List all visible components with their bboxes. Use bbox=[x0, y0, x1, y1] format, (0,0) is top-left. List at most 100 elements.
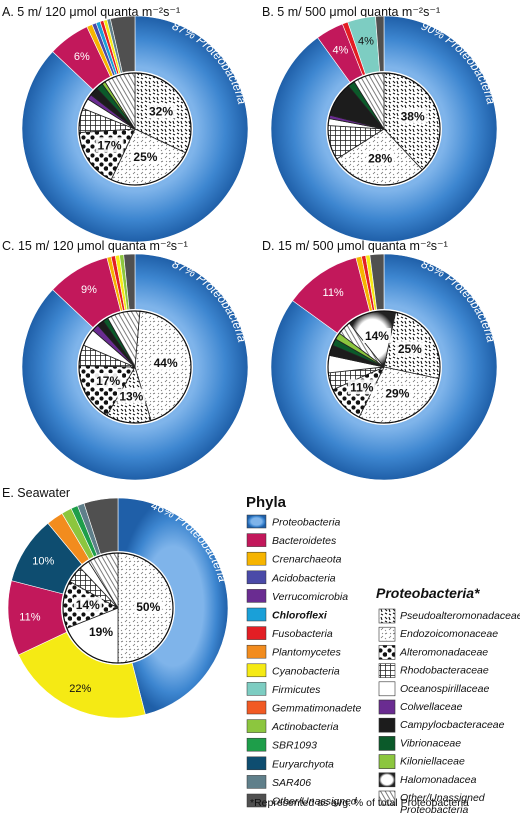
legend-family-pseudoalteromonadaceae: Pseudoalteromonadaceae bbox=[378, 608, 520, 624]
legend-phylum-sar406: SAR406 bbox=[246, 775, 311, 789]
outer-label: 22% bbox=[69, 683, 91, 695]
legend-swatch bbox=[246, 663, 267, 678]
inner-label: 25% bbox=[398, 342, 422, 356]
legend-swatch bbox=[246, 589, 267, 603]
pie-chart-a: A. 5 m/ 120 μmol quanta m⁻²s⁻¹ 32% 25% 17% 6… bbox=[2, 5, 249, 243]
inner-label: 38% bbox=[401, 110, 425, 124]
phyla-title: Phyla bbox=[246, 494, 287, 511]
legend-swatch bbox=[246, 682, 267, 696]
inner-label-bg bbox=[134, 599, 163, 614]
inner-label: 13% bbox=[119, 390, 143, 404]
legend-swatch bbox=[378, 754, 396, 769]
inner-label: 11% bbox=[350, 380, 374, 394]
legend-swatch bbox=[246, 793, 267, 808]
legend-swatch bbox=[246, 700, 267, 715]
legend-family-rhodobacteraceae: Rhodobacteraceae bbox=[378, 663, 489, 678]
legend-phylum-chloroflexi: Chloroflexi bbox=[246, 607, 328, 622]
inner-outline bbox=[78, 310, 192, 424]
inner-label-bg bbox=[347, 379, 376, 395]
pie-chart-b: B. 5 m/ 500 μmol quanta m⁻²s⁻¹ 38% 28% 4% 4%… bbox=[262, 5, 498, 243]
legend-swatch bbox=[378, 736, 396, 751]
inner-label: 25% bbox=[133, 150, 157, 164]
outer-slice-proteobacteria bbox=[270, 15, 498, 243]
legend-phylum-fusobacteria: Fusobacteria bbox=[246, 626, 333, 640]
legend-swatch bbox=[246, 775, 267, 789]
legend-swatch bbox=[246, 514, 267, 529]
legend-label: Colwellaceae bbox=[400, 701, 463, 713]
legend-label: Oceanospirillaceae bbox=[400, 683, 489, 695]
outer-slice-proteobacteria bbox=[270, 253, 498, 481]
pie-chart-c: C. 15 m/ 120 μmol quanta m⁻²s⁻¹ 44% 13% 17%… bbox=[2, 239, 249, 481]
chart-title: E. Seawater bbox=[2, 486, 70, 500]
legend-swatch bbox=[246, 551, 267, 566]
legend-family-kiloniellaceae: Kiloniellaceae bbox=[378, 754, 465, 769]
legend-phylum-euryarchyota: Euryarchyota bbox=[246, 756, 334, 771]
inner-label: 17% bbox=[98, 138, 122, 152]
legend-swatch bbox=[246, 719, 267, 733]
legend-label: SBR1093 bbox=[272, 740, 317, 752]
legend-phylum-proteobacteria: Proteobacteria bbox=[246, 514, 340, 529]
inner-label-bg bbox=[147, 103, 176, 119]
legend-swatch bbox=[246, 644, 267, 659]
legend-family-endozoicomonaceae: Endozoicomonaceae bbox=[378, 626, 498, 642]
legend-swatch bbox=[246, 607, 267, 622]
legend-label: Chloroflexi bbox=[272, 610, 328, 622]
legend-swatch bbox=[246, 737, 267, 752]
legend-swatch bbox=[246, 570, 267, 585]
outer-label: 10% bbox=[32, 556, 54, 568]
legend-phylum-verrucomicrobia: Verrucomicrobia bbox=[246, 589, 348, 603]
legend-label: Bacteroidetes bbox=[272, 535, 337, 547]
legend-label: Cyanobacteria bbox=[272, 665, 340, 677]
legend-phylum-acidobacteria: Acidobacteria bbox=[246, 570, 336, 585]
legend: Phyla Proteobacteria Bacteroidetes Crenarch… bbox=[246, 494, 520, 814]
inner-label: 28% bbox=[368, 152, 392, 166]
legend-swatch bbox=[378, 681, 396, 697]
legend-family-campylocbacteraceae: Campylocbacteraceae bbox=[378, 717, 505, 733]
inner-label-bg bbox=[395, 341, 424, 357]
legend-family-halomonadacea: Halomonadacea bbox=[378, 772, 477, 788]
legend-label: Endozoicomonaceae bbox=[400, 628, 498, 640]
inner-label-bg bbox=[94, 373, 123, 389]
inner-label: 19% bbox=[89, 625, 113, 639]
inner-label: 44% bbox=[154, 356, 178, 370]
legend-label: Euryarchyota bbox=[272, 758, 334, 770]
legend-label: Other/Unassigned Proteobacteria bbox=[400, 792, 486, 814]
legend-family-alteromonadaceae: Alteromonadaceae bbox=[378, 645, 488, 660]
legend-swatch bbox=[378, 626, 396, 642]
legend-phylum-other-unassigned: Other/Unassigned bbox=[246, 793, 358, 808]
inner-label-bg bbox=[383, 385, 412, 401]
legend-swatch bbox=[378, 772, 396, 788]
legend-label: Acidobacteria bbox=[271, 572, 336, 584]
legend-label: Crenarchaeota bbox=[272, 554, 342, 566]
inner-label: 17% bbox=[96, 374, 120, 388]
inner-label-bg bbox=[95, 137, 124, 153]
inner-label: 50% bbox=[136, 600, 160, 614]
legend-label: Fusobacteria bbox=[272, 628, 333, 640]
legend-family-vibrionaceae: Vibrionaceae bbox=[378, 736, 461, 751]
legend-label: Halomonadacea bbox=[400, 774, 477, 786]
legend-swatch bbox=[378, 608, 396, 624]
outer-label: 4% bbox=[332, 45, 348, 57]
inner-outline bbox=[78, 72, 192, 186]
inner-label: 29% bbox=[385, 387, 409, 401]
legend-label: Rhodobacteraceae bbox=[400, 665, 489, 677]
legend-phylum-crenarchaeota: Crenarchaeota bbox=[246, 551, 342, 566]
proteobacteria-families-title: Proteobacteria* bbox=[376, 585, 480, 601]
legend-label: SAR406 bbox=[272, 777, 311, 789]
legend-swatch bbox=[246, 756, 267, 771]
pie-chart-d: D. 15 m/ 500 μmol quanta m⁻²s⁻¹ 25% 29% 11%… bbox=[262, 239, 498, 481]
legend-label: Other/Unassigned bbox=[272, 796, 358, 808]
outer-label: 11% bbox=[19, 611, 40, 623]
legend-label: Alteromonadaceae bbox=[399, 646, 488, 658]
legend-label: Campylocbacteraceae bbox=[400, 719, 505, 731]
inner-label: 14% bbox=[76, 598, 100, 612]
inner-label: 32% bbox=[149, 104, 173, 118]
inner-label: 14% bbox=[365, 329, 389, 343]
legend-swatch bbox=[378, 717, 396, 733]
legend-swatch bbox=[378, 790, 396, 806]
legend-phylum-firmicutes: Firmicutes bbox=[246, 682, 321, 696]
legend-family-oceanospirillaceae: Oceanospirillaceae bbox=[378, 681, 489, 697]
inner-label-bg bbox=[362, 328, 391, 344]
